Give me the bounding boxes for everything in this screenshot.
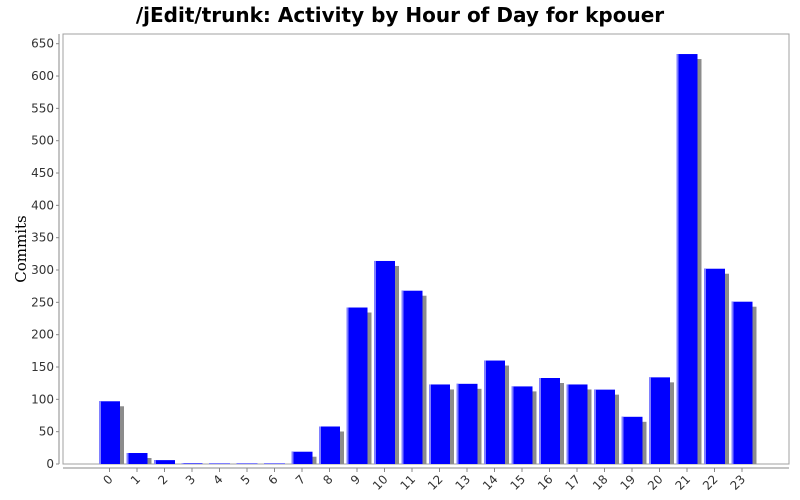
x-tick-label: 19: [617, 472, 638, 493]
x-tick-label: 13: [452, 472, 473, 493]
y-tick-label: 0: [46, 457, 54, 471]
bar: [676, 54, 698, 465]
bar: [99, 401, 120, 464]
y-tick-label: 550: [31, 101, 54, 115]
x-tick-label: 2: [155, 472, 170, 487]
bar-highlight: [99, 401, 101, 464]
bar-highlight: [511, 386, 514, 464]
y-tick-label: 300: [31, 263, 54, 277]
bar: [374, 260, 395, 464]
chart-title: /jEdit/trunk: Activity by Hour of Day fo…: [136, 3, 664, 27]
x-tick-label: 7: [293, 472, 308, 487]
bar-highlight: [484, 360, 486, 464]
bar: [731, 301, 753, 464]
x-tick-label: 22: [700, 472, 721, 493]
bar: [621, 416, 643, 464]
bar: [539, 378, 560, 464]
bar: [456, 383, 478, 464]
y-tick-label: 650: [31, 37, 54, 51]
x-tick-label: 21: [672, 472, 693, 493]
bar: [264, 463, 285, 464]
bar: [566, 384, 588, 464]
bar-highlight: [594, 389, 596, 464]
x-tick-label: 15: [507, 472, 528, 493]
bar-highlight: [181, 463, 184, 464]
x-tick-label: 10: [370, 472, 391, 493]
bar-highlight: [621, 416, 624, 464]
y-tick-label: 150: [31, 360, 54, 374]
y-tick-label: 600: [31, 69, 54, 83]
y-tick-label: 500: [31, 134, 54, 148]
x-tick-label: 1: [128, 472, 143, 487]
x-tick-label: 6: [265, 472, 280, 487]
bar-highlight: [374, 260, 376, 464]
x-tick-label: 16: [535, 472, 556, 493]
bar-highlight: [539, 378, 541, 464]
y-tick-label: 200: [31, 328, 54, 342]
bar: [401, 290, 423, 464]
bar-highlight: [649, 377, 651, 464]
x-tick-label: 12: [425, 472, 446, 493]
y-tick-label: 450: [31, 166, 54, 180]
bar: [346, 307, 368, 464]
bar-highlight: [429, 384, 431, 464]
x-tick-label: 11: [397, 472, 418, 493]
bar: [126, 453, 148, 464]
bar: [429, 384, 450, 464]
bar-highlight: [346, 307, 349, 464]
bar: [594, 389, 615, 464]
bar-highlight: [704, 268, 706, 464]
bar-highlight: [291, 451, 294, 464]
y-tick-label: 400: [31, 198, 54, 212]
x-tick-label: 3: [183, 472, 198, 487]
bar: [236, 463, 258, 464]
bar: [704, 268, 725, 464]
y-tick-label: 50: [39, 425, 54, 439]
bar-highlight: [731, 301, 734, 464]
y-tick-label: 100: [31, 392, 54, 406]
x-tick-label: 8: [320, 472, 335, 487]
y-tick-label: 250: [31, 295, 54, 309]
bar: [484, 360, 505, 464]
bar: [154, 460, 175, 464]
bar-highlight: [401, 290, 404, 464]
x-tick-label: 23: [727, 472, 748, 493]
x-tick-label: 5: [238, 472, 253, 487]
bar: [511, 386, 533, 464]
x-tick-label: 4: [210, 472, 225, 487]
x-tick-label: 9: [348, 472, 363, 487]
bar: [291, 451, 313, 464]
y-tick-label: 350: [31, 231, 54, 245]
bar: [649, 377, 670, 464]
plot-area: 0 50 100 150 200 250 300 350 400 450 500 550 600 650 0…: [31, 33, 790, 493]
x-tick-label: 0: [100, 472, 115, 487]
y-axis-label: Commits: [12, 215, 30, 282]
bar-highlight: [676, 54, 679, 465]
x-tick-label: 14: [480, 472, 501, 493]
bar: [181, 463, 203, 464]
x-tick-label: 20: [645, 472, 666, 493]
bar-highlight: [456, 383, 459, 464]
bar-highlight: [154, 460, 156, 464]
bar-highlight: [566, 384, 569, 464]
x-tick-label: 17: [562, 472, 583, 493]
bar-highlight: [319, 426, 321, 464]
bar: [209, 463, 230, 464]
bar: [319, 426, 340, 464]
x-tick-label: 18: [590, 472, 611, 493]
bar-highlight: [126, 453, 129, 464]
